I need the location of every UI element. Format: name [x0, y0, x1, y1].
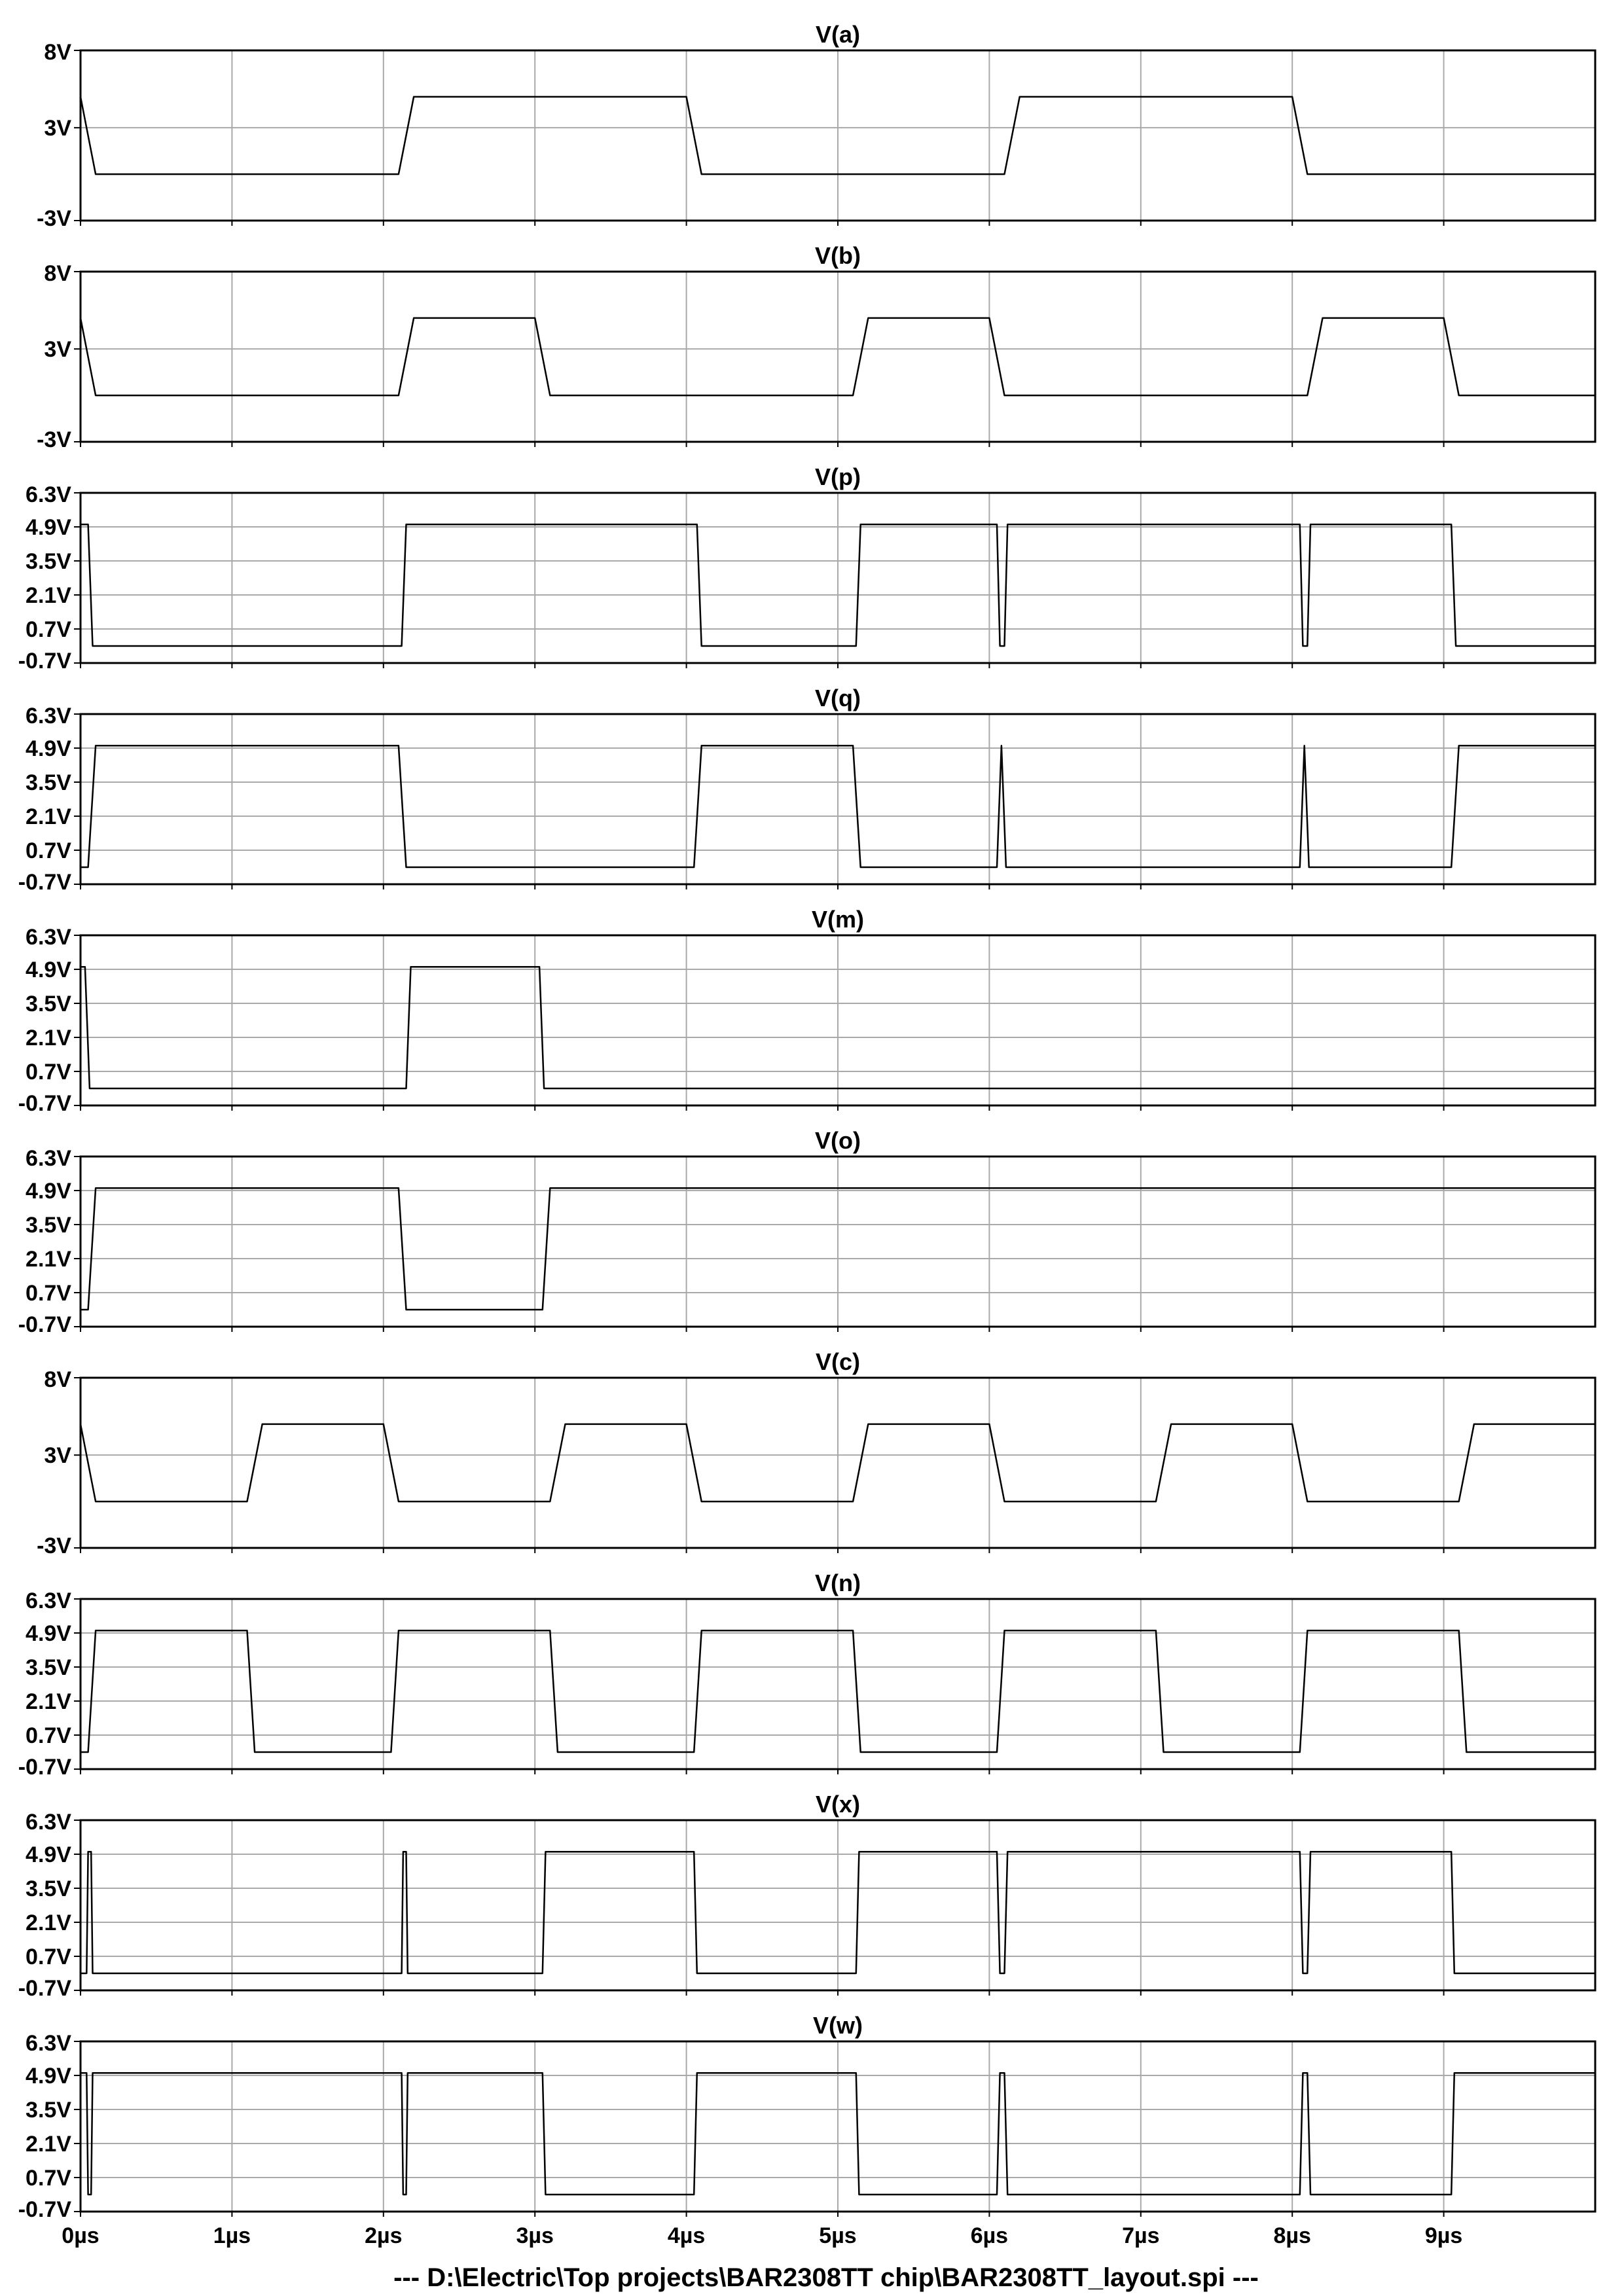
panel-title: V(n) — [815, 1570, 861, 1596]
waveform-trace — [81, 1187, 1595, 1311]
y-tick-label: 3.5V — [26, 2098, 71, 2123]
y-tick-label: -3V — [37, 206, 71, 231]
waveform-trace — [79, 317, 1595, 397]
y-tick-label: 3.5V — [26, 1213, 71, 1238]
y-tick-label: 0.7V — [26, 1060, 71, 1085]
y-tick-label: -3V — [37, 427, 71, 452]
panel-2: V(b) -3V 3V 8V — [37, 242, 1597, 452]
x-tick-label: 0µs — [62, 2223, 99, 2248]
waveform-trace — [79, 96, 1595, 175]
panel-3: V(p) -0.7V 0.7V 2.1V 3.5V 4.9V 6.3V — [18, 463, 1597, 673]
y-tick-label: 6.3V — [26, 1588, 71, 1613]
y-tick-label: 8V — [44, 40, 71, 65]
panel-title: V(m) — [812, 906, 864, 933]
y-tick-label: 4.9V — [26, 2064, 71, 2089]
y-tick-label: 4.9V — [26, 515, 71, 540]
panel-6: V(o) -0.7V 0.7V 2.1V 3.5V 4.9V 6.3V — [18, 1127, 1597, 1337]
y-tick-label: 0.7V — [26, 617, 71, 642]
y-tick-label: 2.1V — [26, 583, 71, 608]
panel-5: V(m) -0.7V 0.7V 2.1V 3.5V 4.9V 6.3V — [18, 906, 1597, 1116]
y-tick-label: 6.3V — [26, 925, 71, 950]
y-tick-label: 2.1V — [26, 1247, 71, 1272]
y-tick-label: 3V — [44, 116, 71, 141]
y-tick-label: 2.1V — [26, 1026, 71, 1050]
x-tick-label: 5µs — [819, 2223, 856, 2248]
y-tick-label: 3.5V — [26, 1876, 71, 1901]
waveform-trace — [81, 1851, 1595, 1975]
y-tick-label: 4.9V — [26, 1621, 71, 1646]
panel-title: V(p) — [815, 463, 861, 490]
x-tick-label: 1µs — [213, 2223, 251, 2248]
y-tick-label: 2.1V — [26, 804, 71, 829]
y-tick-label: 3.5V — [26, 549, 71, 574]
y-tick-label: 6.3V — [26, 1810, 71, 1835]
x-tick-label: 8µs — [1273, 2223, 1310, 2248]
panel-title: V(a) — [816, 21, 860, 48]
y-tick-label: -0.7V — [18, 1976, 72, 2001]
y-tick-label: 3V — [44, 337, 71, 362]
y-tick-label: 6.3V — [26, 2031, 71, 2056]
y-tick-label: 3V — [44, 1443, 71, 1468]
panel-1: V(a) -3V 3V 8V — [37, 21, 1597, 231]
y-tick-label: 0.7V — [26, 1281, 71, 1306]
y-tick-label: 2.1V — [26, 2132, 71, 2157]
y-tick-label: -0.7V — [18, 2197, 72, 2222]
waveform-trace — [81, 745, 1595, 869]
panel-4: V(q) -0.7V 0.7V 2.1V 3.5V 4.9V 6.3V — [18, 685, 1597, 895]
x-tick-label: 7µs — [1122, 2223, 1159, 2248]
time-axis: 0µs 1µs 2µs 3µs 4µs 5µs 6µs 7µs 8µs 9µs — [62, 2223, 1462, 2248]
y-tick-label: 4.9V — [26, 736, 71, 761]
waveform-trace — [81, 966, 1595, 1090]
y-tick-label: 0.7V — [26, 838, 71, 863]
y-tick-label: 4.9V — [26, 1842, 71, 1867]
y-tick-label: -0.7V — [18, 1312, 72, 1337]
panel-title: V(q) — [815, 685, 861, 711]
waveform-trace — [79, 1423, 1595, 1503]
y-tick-label: 6.3V — [26, 704, 71, 728]
y-tick-label: 0.7V — [26, 1723, 71, 1748]
panel-title: V(o) — [815, 1127, 861, 1154]
y-tick-label: 6.3V — [26, 1146, 71, 1171]
panel-title: V(c) — [816, 1348, 860, 1375]
panel-title: V(x) — [816, 1791, 860, 1818]
waveform-trace — [81, 2072, 1595, 2196]
panel-7: V(c) -3V 3V 8V — [37, 1348, 1597, 1558]
panel-8: V(n) -0.7V 0.7V 2.1V 3.5V 4.9V 6.3V — [18, 1570, 1597, 1780]
y-tick-label: 3.5V — [26, 1655, 71, 1680]
y-tick-label: -0.7V — [18, 870, 72, 895]
y-tick-label: 8V — [44, 1367, 71, 1392]
x-tick-label: 9µs — [1425, 2223, 1462, 2248]
panel-10: V(w) -0.7V 0.7V 2.1V 3.5V 4.9V 6.3V — [18, 2012, 1597, 2222]
y-tick-label: 6.3V — [26, 482, 71, 507]
waveform-trace — [81, 1630, 1595, 1753]
x-tick-label: 4µs — [668, 2223, 705, 2248]
y-tick-label: 2.1V — [26, 1689, 71, 1714]
waveform-trace — [81, 524, 1595, 647]
y-tick-label: 0.7V — [26, 1945, 71, 1969]
panel-title: V(w) — [813, 2012, 863, 2039]
waveform-panels: V(a) -3V 3V 8V V(b) -3V 3V 8V V(p) -0.7V 0.7V 2.1V 3… — [18, 21, 1597, 2222]
x-tick-label: 6µs — [971, 2223, 1008, 2248]
panel-title: V(b) — [815, 242, 861, 269]
y-tick-label: -0.7V — [18, 649, 72, 673]
y-tick-label: 3.5V — [26, 770, 71, 795]
y-tick-label: 4.9V — [26, 958, 71, 982]
y-tick-label: 8V — [44, 261, 71, 286]
y-tick-label: 0.7V — [26, 2166, 71, 2191]
x-tick-label: 3µs — [516, 2223, 553, 2248]
file-path-footer: --- D:\Electric\Top projects\BAR2308TT c… — [393, 2263, 1259, 2292]
y-tick-label: -0.7V — [18, 1755, 72, 1780]
y-tick-label: -3V — [37, 1534, 71, 1558]
panel-9: V(x) -0.7V 0.7V 2.1V 3.5V 4.9V 6.3V — [18, 1791, 1597, 2001]
y-tick-label: 3.5V — [26, 992, 71, 1016]
y-tick-label: 4.9V — [26, 1179, 71, 1204]
y-tick-label: 2.1V — [26, 1910, 71, 1935]
y-tick-label: -0.7V — [18, 1091, 72, 1116]
x-tick-label: 2µs — [365, 2223, 402, 2248]
